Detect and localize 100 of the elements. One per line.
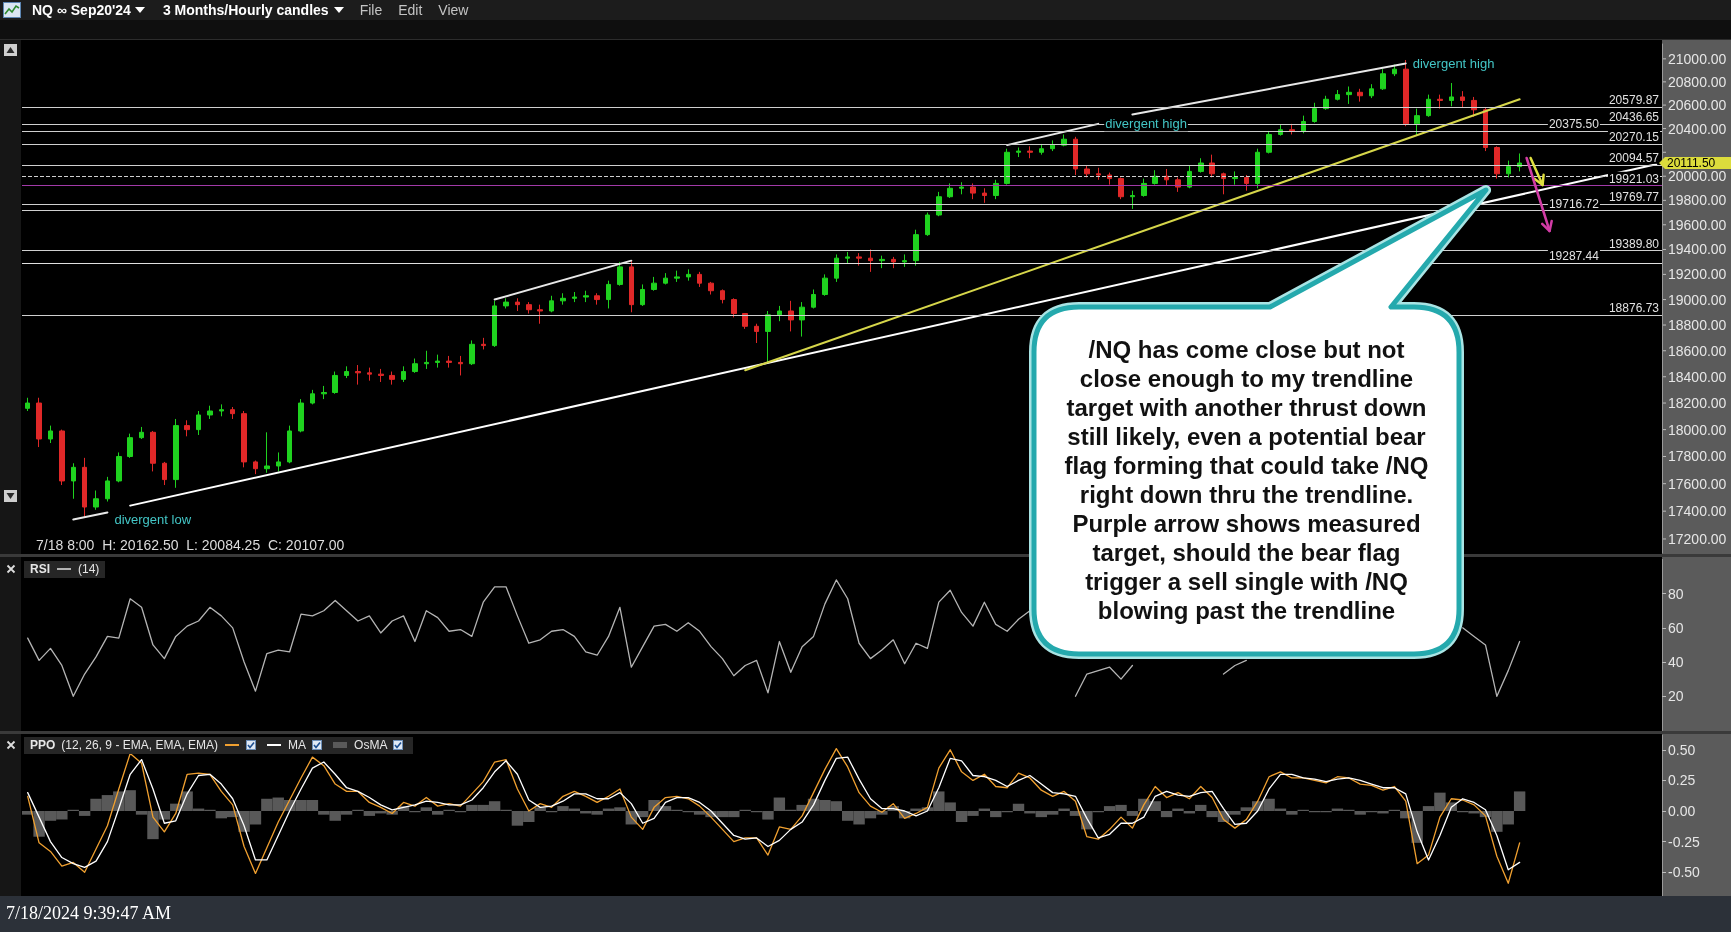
candlestick bbox=[1209, 154, 1215, 178]
bar bbox=[420, 807, 432, 811]
y-tick-label: 18400.00 bbox=[1668, 368, 1727, 385]
y-tick-label: 19400.00 bbox=[1668, 241, 1727, 258]
candlestick bbox=[481, 337, 486, 350]
candlestick bbox=[1027, 145, 1033, 159]
candlestick bbox=[811, 288, 816, 309]
candlestick bbox=[1084, 164, 1090, 178]
candlestick bbox=[913, 229, 919, 267]
candlestick bbox=[947, 182, 953, 199]
y-tick-label: 19000.00 bbox=[1668, 291, 1727, 308]
y-tick-label: 60 bbox=[1668, 619, 1684, 636]
y-tick-label: 0.50 bbox=[1668, 741, 1696, 758]
candlestick bbox=[1289, 123, 1295, 135]
candlestick bbox=[731, 297, 737, 318]
candlestick bbox=[651, 276, 657, 292]
candlestick bbox=[970, 182, 976, 200]
candlestick bbox=[310, 389, 315, 405]
candlestick bbox=[640, 283, 645, 307]
candlestick bbox=[1004, 148, 1010, 186]
candlestick bbox=[196, 410, 201, 436]
candlestick bbox=[617, 261, 623, 287]
candlestick bbox=[1141, 178, 1147, 198]
bar bbox=[1286, 811, 1298, 815]
y-tick-label: 19200.00 bbox=[1668, 266, 1727, 283]
candlestick bbox=[48, 425, 53, 444]
candlestick bbox=[184, 419, 190, 437]
candlestick bbox=[59, 429, 65, 486]
bar bbox=[1126, 811, 1139, 816]
ref-line-label: 20579.87 bbox=[1608, 93, 1660, 108]
candlestick bbox=[116, 451, 122, 483]
candlestick bbox=[754, 323, 759, 344]
candlestick bbox=[799, 301, 805, 338]
legend-label: (14) bbox=[78, 562, 100, 577]
candlestick bbox=[868, 248, 873, 273]
y-tick-label: 20 bbox=[1668, 688, 1684, 705]
candlestick bbox=[105, 476, 110, 503]
y-tick-label: 17400.00 bbox=[1668, 503, 1727, 520]
candlestick bbox=[1255, 148, 1260, 189]
legend-label: OsMA bbox=[354, 738, 388, 753]
text: View bbox=[438, 2, 469, 18]
y-tick-label: 18600.00 bbox=[1668, 342, 1727, 359]
series-label: divergent high bbox=[1105, 116, 1187, 132]
candlestick bbox=[127, 433, 133, 459]
candlestick bbox=[1118, 176, 1124, 200]
candlestick bbox=[925, 212, 930, 237]
ref-line-label: 20270.15 bbox=[1608, 129, 1660, 144]
bar bbox=[432, 811, 444, 815]
candlestick bbox=[298, 398, 304, 433]
candlestick bbox=[162, 461, 167, 486]
candlestick bbox=[401, 365, 406, 383]
y-tick-label: 0.25 bbox=[1668, 772, 1696, 789]
candlestick bbox=[1335, 89, 1340, 101]
text: File bbox=[359, 2, 383, 18]
y-tick-label: 17600.00 bbox=[1668, 475, 1727, 492]
candlestick bbox=[1494, 145, 1500, 180]
candlestick bbox=[1392, 64, 1397, 77]
candlestick bbox=[583, 290, 589, 303]
candlestick bbox=[469, 339, 475, 366]
chart-title: PPO bbox=[30, 738, 56, 753]
candlestick bbox=[219, 403, 224, 417]
candlestick bbox=[663, 272, 668, 285]
candlestick bbox=[686, 268, 691, 282]
candlestick bbox=[1369, 83, 1374, 99]
candlestick bbox=[1130, 190, 1135, 210]
y-tick-label: -0.25 bbox=[1668, 833, 1701, 850]
candlestick bbox=[139, 426, 144, 440]
candlestick bbox=[93, 490, 99, 511]
candlestick bbox=[891, 256, 896, 269]
candlestick bbox=[845, 251, 850, 264]
candlestick bbox=[71, 462, 76, 500]
candlestick bbox=[629, 260, 634, 313]
ref-line-label: 19287.44 bbox=[1548, 249, 1600, 264]
candlestick bbox=[1073, 136, 1078, 176]
candlestick bbox=[982, 187, 987, 204]
y-tick-label: 18800.00 bbox=[1668, 317, 1727, 334]
candlestick bbox=[1426, 94, 1431, 118]
candlestick bbox=[253, 460, 258, 475]
candlestick bbox=[1460, 90, 1465, 108]
ref-line-label: 19389.80 bbox=[1608, 236, 1660, 251]
candlestick bbox=[36, 397, 42, 448]
series-label: divergent high bbox=[1412, 55, 1495, 71]
candlestick bbox=[1357, 88, 1363, 103]
candlestick bbox=[1244, 174, 1249, 192]
chart-title: NQ ∞ Sep20'24 bbox=[32, 2, 131, 18]
text: Edit bbox=[398, 2, 423, 18]
candlestick bbox=[1164, 168, 1169, 187]
candlestick bbox=[1380, 68, 1386, 91]
bar bbox=[1160, 811, 1173, 818]
bar bbox=[1513, 791, 1526, 811]
bar bbox=[1012, 803, 1025, 811]
chart-title: RSI bbox=[30, 562, 51, 577]
ref-line-label: 19769.77 bbox=[1608, 190, 1660, 205]
candlestick bbox=[606, 280, 611, 309]
y-tick-label: 17800.00 bbox=[1668, 448, 1727, 465]
candlestick bbox=[264, 431, 270, 474]
candlestick bbox=[788, 300, 794, 332]
candlestick bbox=[936, 191, 942, 217]
y-tick-label: 40 bbox=[1668, 654, 1684, 671]
candlestick bbox=[993, 179, 999, 200]
